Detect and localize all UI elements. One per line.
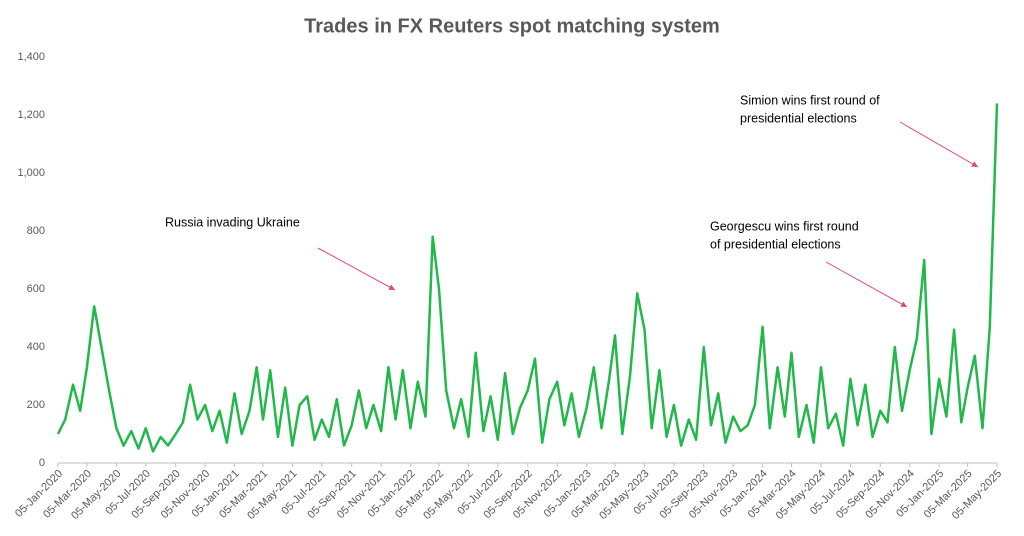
y-tick-label: 0 (39, 457, 45, 469)
y-tick-label: 400 (27, 341, 45, 353)
line (56, 103, 999, 453)
annotation: Georgescu wins first round (710, 219, 859, 233)
y-tick-label: 1,400 (17, 51, 45, 63)
arrow (317, 247, 396, 291)
y-tick-label: 1,000 (17, 167, 45, 179)
annotation: Russia invading Ukraine (165, 215, 300, 229)
arrow (825, 261, 908, 308)
annotation: Simion wins first round of (740, 93, 880, 107)
annotation: presidential elections (740, 111, 857, 125)
y-tick-label: 200 (27, 399, 45, 411)
y-tick-label: 800 (27, 225, 45, 237)
arrow (899, 121, 979, 168)
annotation: of presidential elections (710, 237, 841, 251)
y-tick-label: 1,200 (17, 109, 45, 121)
chart-title: Trades in FX Reuters spot matching syste… (304, 15, 720, 37)
y-tick-label: 600 (27, 283, 45, 295)
